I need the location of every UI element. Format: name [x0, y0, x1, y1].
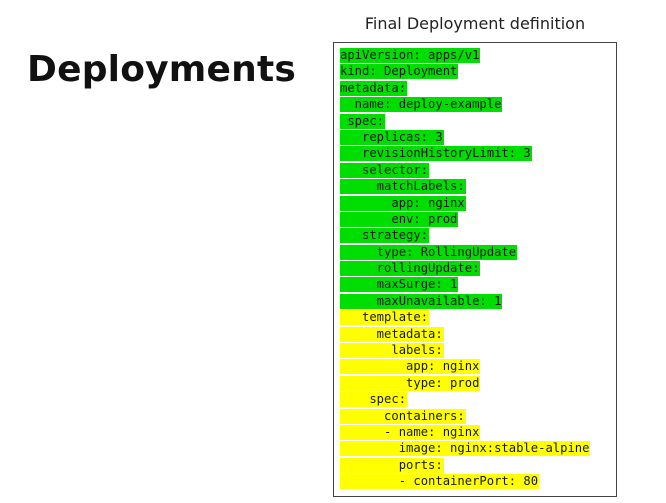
code-line: - containerPort: 80 [340, 473, 616, 490]
code-line-text: - name: nginx [340, 424, 481, 440]
code-line-text: spec: [340, 392, 408, 408]
code-line-text: name: deploy-example [340, 97, 503, 113]
code-line: selector: [340, 162, 616, 178]
code-line: name: deploy-example [340, 96, 616, 113]
code-line: env: prod [340, 211, 616, 227]
code-line: spec: [340, 113, 616, 129]
code-line-text: containers: [340, 408, 466, 424]
code-line: apiVersion: apps/v1 [340, 47, 616, 63]
code-line: kind: Deployment [340, 63, 616, 80]
code-line-text: metadata: [340, 326, 444, 342]
code-line-text: type: prod [340, 375, 481, 391]
code-caption: Final Deployment definition [364, 14, 586, 33]
code-line-text: maxSurge: 1 [340, 277, 459, 293]
code-line: maxUnavailable: 1 [340, 293, 616, 309]
code-line-text: replicas: 3 [340, 129, 444, 145]
code-line: type: prod [340, 375, 616, 391]
code-line-text: app: nginx [340, 359, 481, 375]
code-line: - name: nginx [340, 424, 616, 440]
code-line-text: revisionHistoryLimit: 3 [340, 146, 532, 162]
code-line: metadata: [340, 80, 616, 96]
code-line-text: app: nginx [340, 195, 466, 211]
code-line-text: template: [340, 310, 430, 326]
code-line: type: RollingUpdate [340, 244, 616, 260]
code-line-text: ports: [340, 457, 444, 473]
code-line-text: maxUnavailable: 1 [340, 293, 503, 309]
code-line-text: spec: [340, 113, 386, 129]
code-line-text: apiVersion: apps/v1 [340, 48, 481, 63]
code-line: labels: [340, 342, 616, 359]
code-line: ports: [340, 457, 616, 473]
code-line: metadata: [340, 326, 616, 342]
code-line: image: nginx:stable-alpine [340, 440, 616, 457]
yaml-code-block: apiVersion: apps/v1 kind: Deployment metad… [333, 42, 617, 497]
code-line-text: kind: Deployment [340, 64, 459, 80]
code-line-text: image: nginx:stable-alpine [340, 441, 591, 457]
code-line: matchLabels: [340, 178, 616, 195]
code-line-text: matchLabels: [340, 179, 466, 195]
code-line: spec: [340, 391, 616, 408]
code-line-text: type: RollingUpdate [340, 244, 518, 260]
code-line-text: selector: [340, 162, 430, 178]
code-line-text: labels: [340, 343, 444, 359]
slide-title: Deployments [27, 49, 297, 90]
code-line-text: strategy: [340, 228, 430, 244]
code-line: app: nginx [340, 195, 616, 211]
code-line: replicas: 3 [340, 129, 616, 145]
code-line: revisionHistoryLimit: 3 [340, 145, 616, 162]
code-line-text: metadata: [340, 80, 408, 96]
code-line-text: - containerPort: 80 [340, 474, 540, 490]
code-line: template: [340, 309, 616, 326]
code-line: containers: [340, 408, 616, 424]
code-line-text: env: prod [340, 211, 459, 227]
code-line: maxSurge: 1 [340, 276, 616, 293]
code-line: strategy: [340, 227, 616, 244]
code-line: rollingUpdate: [340, 260, 616, 277]
code-line: app: nginx [340, 358, 616, 375]
code-line-text: rollingUpdate: [340, 261, 481, 277]
